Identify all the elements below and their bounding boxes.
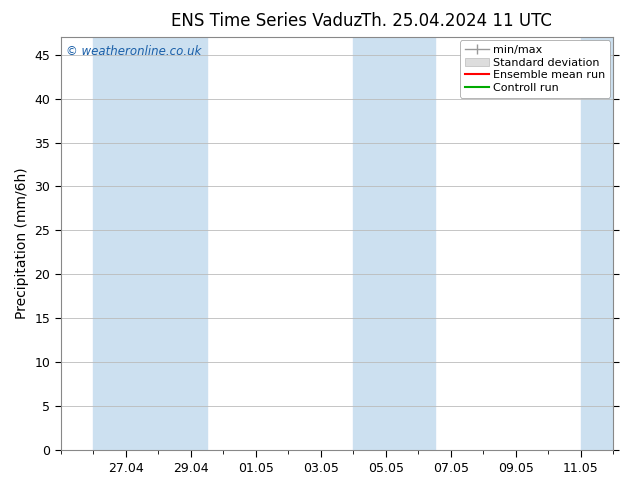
Bar [402,37,435,450]
Text: © weatheronline.co.uk: © weatheronline.co.uk [67,45,202,58]
Y-axis label: Precipitation (mm/6h): Precipitation (mm/6h) [15,168,29,319]
Bar [581,37,614,450]
Bar [126,37,207,450]
Text: ENS Time Series Vaduz: ENS Time Series Vaduz [171,12,362,30]
Text: Th. 25.04.2024 11 UTC: Th. 25.04.2024 11 UTC [361,12,552,30]
Bar [93,37,126,450]
Bar [353,37,402,450]
Legend: min/max, Standard deviation, Ensemble mean run, Controll run: min/max, Standard deviation, Ensemble me… [460,40,610,98]
